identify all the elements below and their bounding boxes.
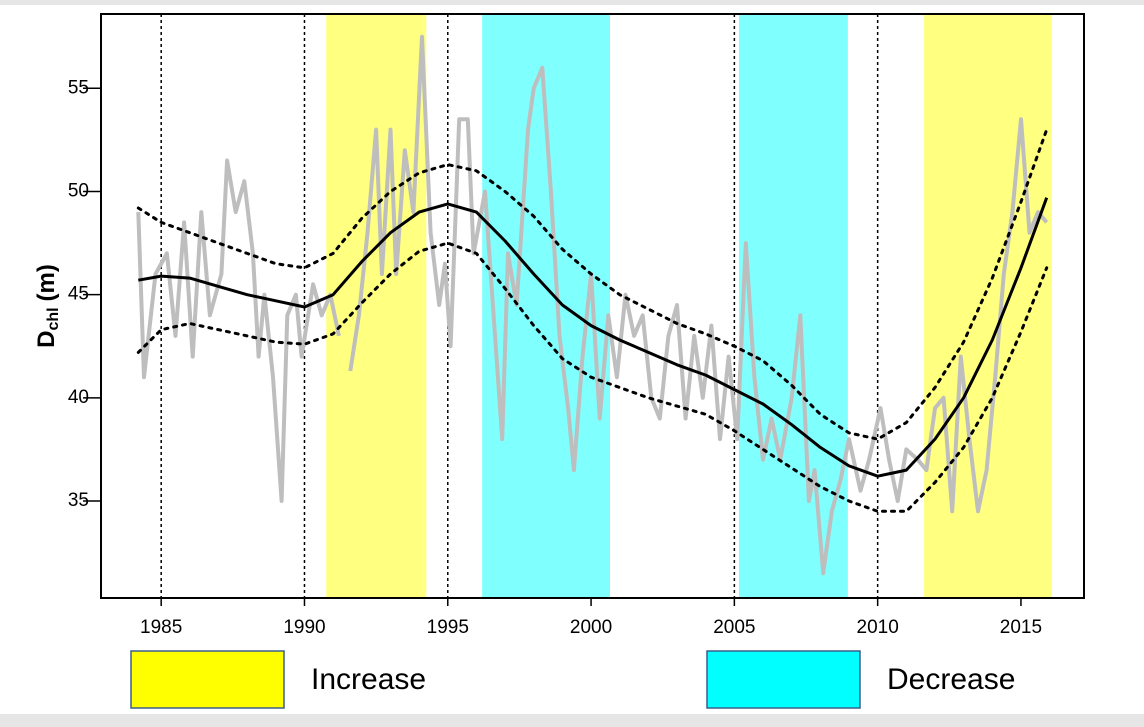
- series-line: [138, 197, 1049, 478]
- x-tick-label: 2005: [713, 617, 755, 638]
- y-label-unit: (m): [33, 264, 60, 301]
- x-tick-label: 1985: [140, 617, 182, 638]
- y-tick-label: 55: [68, 77, 89, 98]
- legend-label: Increase: [311, 663, 426, 696]
- trend-region: [326, 14, 427, 598]
- y-tick-label: 45: [68, 284, 89, 305]
- x-tick-label: 2015: [1000, 617, 1042, 638]
- y-tick-label: 40: [68, 387, 89, 408]
- plot-area: 1985 1990 1995 2000 2005 2010 2015 35 40 45 50 55: [68, 13, 1085, 638]
- y-tick-label: 50: [68, 180, 89, 201]
- trend-region: [924, 14, 1052, 598]
- x-tick-label: 2000: [570, 617, 612, 638]
- y-label-main: D: [33, 331, 60, 348]
- plot-frame: [100, 13, 1085, 599]
- y-axis-label: Dchl (m): [33, 264, 62, 348]
- trend-region: [738, 14, 848, 598]
- x-tick-label: 2010: [857, 617, 899, 638]
- series-line: [136, 128, 1049, 441]
- window-top-bar: [0, 0, 1144, 5]
- x-tick-label: 1990: [283, 617, 325, 638]
- y-tick-label: 35: [68, 490, 89, 511]
- window-bottom-bar: [0, 714, 1144, 727]
- series-line: [136, 34, 1049, 576]
- series-line: [136, 241, 1049, 513]
- legend-label: Decrease: [887, 663, 1015, 696]
- x-tick-label: 1995: [427, 617, 469, 638]
- legend-swatch: [706, 650, 861, 709]
- y-label-sub: chl: [45, 307, 62, 330]
- legend-swatch: [130, 650, 285, 709]
